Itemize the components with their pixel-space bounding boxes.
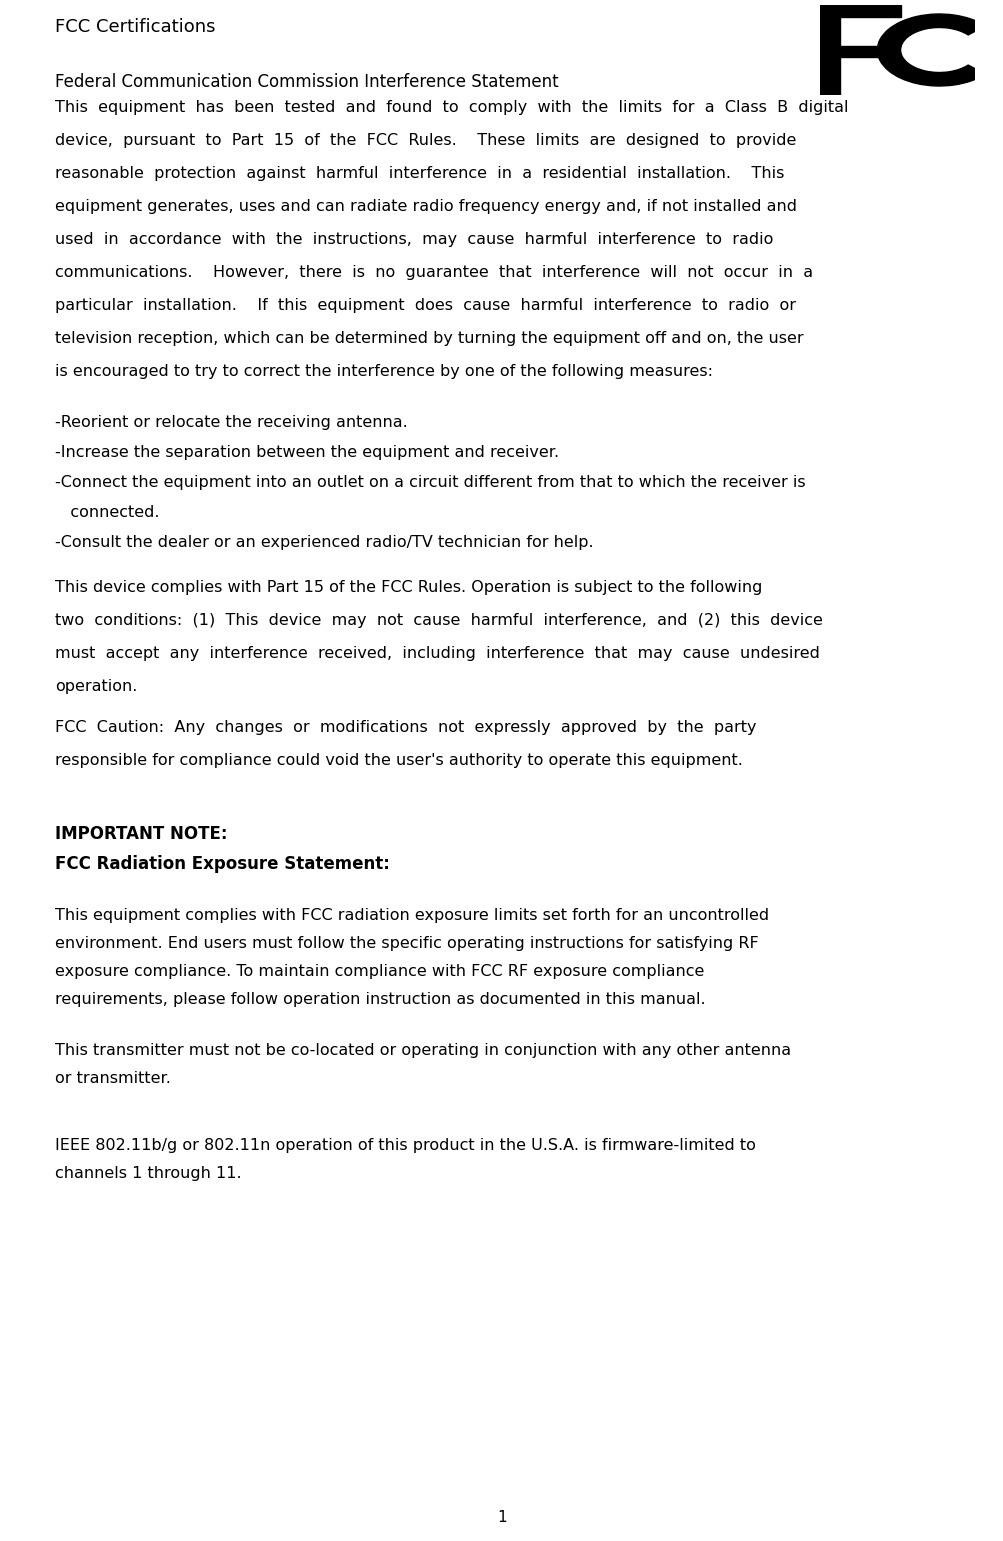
Text: reasonable  protection  against  harmful  interference  in  a  residential  inst: reasonable protection against harmful in… [55, 166, 783, 180]
Text: responsible for compliance could void the user's authority to operate this equip: responsible for compliance could void th… [55, 754, 742, 767]
Text: This equipment complies with FCC radiation exposure limits set forth for an unco: This equipment complies with FCC radiati… [55, 908, 768, 923]
Text: is encouraged to try to correct the interference by one of the following measure: is encouraged to try to correct the inte… [55, 364, 712, 379]
Text: -Consult the dealer or an experienced radio/TV technician for help.: -Consult the dealer or an experienced ra… [55, 535, 593, 550]
Text: connected.: connected. [55, 505, 159, 519]
Text: This device complies with Part 15 of the FCC Rules. Operation is subject to the : This device complies with Part 15 of the… [55, 579, 761, 595]
Text: used  in  accordance  with  the  instructions,  may  cause  harmful  interferenc: used in accordance with the instructions… [55, 233, 772, 247]
Text: television reception, which can be determined by turning the equipment off and o: television reception, which can be deter… [55, 331, 802, 347]
Text: -Reorient or relocate the receiving antenna.: -Reorient or relocate the receiving ante… [55, 415, 407, 430]
Bar [819, 5, 900, 17]
Text: -Connect the equipment into an outlet on a circuit different from that to which : -Connect the equipment into an outlet on… [55, 475, 804, 490]
Wedge shape [877, 14, 984, 86]
Text: -Increase the separation between the equipment and receiver.: -Increase the separation between the equ… [55, 445, 559, 461]
Text: requirements, please follow operation instruction as documented in this manual.: requirements, please follow operation in… [55, 992, 705, 1006]
Text: FCC  Caution:  Any  changes  or  modifications  not  expressly  approved  by  th: FCC Caution: Any changes or modification… [55, 720, 755, 735]
Text: Federal Communication Commission Interference Statement: Federal Communication Commission Interfe… [55, 72, 558, 91]
Text: communications.    However,  there  is  no  guarantee  that  interference  will : communications. However, there is no gua… [55, 265, 812, 280]
Text: exposure compliance. To maintain compliance with FCC RF exposure compliance: exposure compliance. To maintain complia… [55, 965, 704, 979]
Text: channels 1 through 11.: channels 1 through 11. [55, 1167, 242, 1180]
Text: FCC Certifications: FCC Certifications [55, 18, 216, 35]
Text: IMPORTANT NOTE:: IMPORTANT NOTE: [55, 824, 228, 843]
Text: IEEE 802.11b/g or 802.11n operation of this product in the U.S.A. is firmware-li: IEEE 802.11b/g or 802.11n operation of t… [55, 1137, 755, 1153]
Text: equipment generates, uses and can radiate radio frequency energy and, if not ins: equipment generates, uses and can radiat… [55, 199, 796, 214]
Text: operation.: operation. [55, 680, 137, 693]
Text: or transmitter.: or transmitter. [55, 1071, 171, 1086]
Text: device,  pursuant  to  Part  15  of  the  FCC  Rules.    These  limits  are  des: device, pursuant to Part 15 of the FCC R… [55, 133, 795, 148]
Text: This  equipment  has  been  tested  and  found  to  comply  with  the  limits  f: This equipment has been tested and found… [55, 100, 848, 116]
Text: FCC Radiation Exposure Statement:: FCC Radiation Exposure Statement: [55, 855, 389, 874]
Text: This transmitter must not be co-located or operating in conjunction with any oth: This transmitter must not be co-located … [55, 1043, 790, 1059]
Bar [819, 46, 881, 57]
Text: particular  installation.    If  this  equipment  does  cause  harmful  interfer: particular installation. If this equipme… [55, 297, 795, 313]
Text: environment. End users must follow the specific operating instructions for satis: environment. End users must follow the s… [55, 935, 758, 951]
Bar [819, 5, 840, 96]
Text: 1: 1 [496, 1510, 507, 1526]
Text: must  accept  any  interference  received,  including  interference  that  may  : must accept any interference received, i… [55, 646, 819, 661]
Text: two  conditions:  (1)  This  device  may  not  cause  harmful  interference,  an: two conditions: (1) This device may not … [55, 613, 822, 629]
